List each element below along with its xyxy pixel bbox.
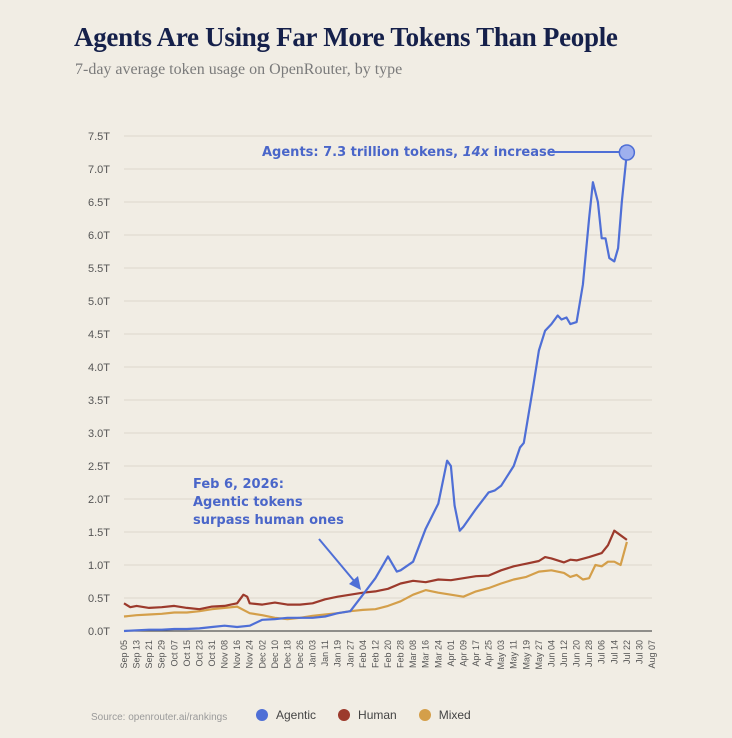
x-tick-label: Dec 02: [257, 640, 267, 669]
x-tick-label: Feb 20: [383, 640, 393, 668]
agents-annotation: Agents: 7.3 trillion tokens, 14x increas…: [262, 145, 556, 160]
x-tick-label: Jan 19: [333, 640, 343, 667]
x-tick-label: Jul 06: [597, 640, 607, 664]
y-tick-label: 4.5T: [88, 329, 110, 341]
x-tick-label: Jun 28: [584, 640, 594, 667]
x-tick-label: Mar 16: [421, 640, 431, 668]
series-line-agentic: [123, 152, 628, 633]
x-tick-label: Jan 27: [345, 640, 355, 667]
y-tick-label: 5.5T: [88, 263, 110, 275]
agentic-end-marker: [618, 144, 636, 161]
series-lines: [123, 152, 628, 633]
x-tick-label: May 11: [509, 640, 519, 669]
agents-annotation-prefix: Agents: 7.3 trillion tokens,: [262, 145, 463, 160]
legend-dot-mixed: [418, 709, 431, 721]
x-tick-label: Jan 11: [320, 640, 330, 666]
legend-item-mixed: Mixed: [418, 708, 471, 722]
y-tick-label: 6.5T: [88, 197, 110, 209]
x-tick-label: Dec 26: [295, 640, 305, 669]
x-tick-label: Apr 09: [458, 640, 468, 667]
series-line-mixed: [123, 541, 628, 621]
y-tick-label: 1.0T: [88, 560, 110, 572]
y-tick-label: 0.0T: [88, 626, 110, 638]
legend: Agentic Human Mixed: [256, 708, 471, 722]
legend-label-human: Human: [358, 708, 397, 722]
crossover-line-1: Feb 6, 2026:: [193, 477, 284, 492]
legend-dot-human: [338, 709, 351, 721]
y-tick-label: 1.5T: [88, 527, 110, 539]
x-tick-label: Apr 17: [471, 640, 481, 667]
chart-subtitle: 7-day average token usage on OpenRouter,…: [75, 61, 403, 78]
x-tick-label: Aug 07: [647, 640, 657, 669]
legend-item-human: Human: [338, 708, 397, 722]
y-tick-label: 0.5T: [88, 593, 110, 605]
legend-label-mixed: Mixed: [438, 708, 471, 722]
y-axis: 0.0T 0.5T 1.0T 1.5T 2.0T 2.5T 3.0T 3.5T 4.0T 4.5T…: [88, 131, 110, 638]
x-tick-label: Sep 29: [157, 640, 167, 669]
y-tick-label: 5.0T: [88, 296, 110, 308]
x-tick-label: May 27: [534, 640, 544, 670]
x-tick-label: Feb 12: [370, 640, 380, 668]
x-tick-label: Jul 14: [609, 640, 619, 664]
x-tick-label: Dec 10: [270, 640, 280, 669]
agents-annotation-suffix: increase: [489, 145, 556, 160]
x-tick-label: Oct 31: [207, 640, 217, 667]
x-tick-label: Mar 24: [433, 640, 443, 668]
agents-annotation-multiplier: 14x: [463, 145, 490, 160]
x-tick-label: Jan 03: [308, 640, 318, 667]
x-tick-label: Feb 28: [396, 640, 406, 668]
y-tick-label: 3.0T: [88, 428, 110, 440]
y-tick-label: 2.0T: [88, 494, 110, 506]
x-tick-label: Sep 05: [119, 640, 129, 669]
legend-dot-agentic: [256, 709, 268, 721]
x-tick-label: Oct 15: [182, 640, 192, 667]
x-tick-label: May 19: [521, 640, 531, 670]
y-tick-label: 3.5T: [88, 395, 110, 407]
x-tick-label: Jul 22: [622, 640, 632, 664]
x-tick-label: Apr 25: [484, 640, 494, 667]
source-note: Source: openrouter.ai/rankings: [91, 712, 228, 723]
x-tick-label: Oct 07: [169, 640, 179, 667]
x-axis: Sep 05 Sep 13 Sep 21 Sep 29 Oct 07 Oct 15 Oct …: [119, 640, 657, 670]
x-tick-label: Oct 23: [194, 640, 204, 667]
y-tick-label: 2.5T: [88, 461, 110, 473]
x-tick-label: Nov 08: [220, 640, 230, 669]
series-line-human: [123, 529, 628, 611]
x-tick-label: Mar 08: [408, 640, 418, 668]
y-tick-label: 6.0T: [88, 230, 110, 242]
y-tick-label: 7.5T: [88, 131, 110, 143]
x-tick-label: Jul 30: [634, 640, 644, 664]
x-tick-label: Nov 16: [232, 640, 242, 669]
x-tick-label: Dec 18: [282, 640, 292, 669]
x-tick-label: Feb 04: [358, 640, 368, 668]
x-tick-label: Jun 20: [572, 640, 582, 667]
x-tick-label: Jun 12: [559, 640, 569, 667]
x-tick-label: May 03: [496, 640, 506, 670]
x-tick-label: Apr 01: [446, 640, 456, 667]
crossover-line-3: surpass human ones: [193, 513, 344, 528]
x-tick-label: Sep 21: [144, 640, 154, 669]
x-tick-label: Jun 04: [546, 640, 556, 667]
y-tick-label: 4.0T: [88, 362, 110, 374]
chart-title: Agents Are Using Far More Tokens Than Pe…: [74, 22, 618, 52]
y-tick-label: 7.0T: [88, 164, 110, 176]
x-tick-label: Sep 13: [132, 640, 142, 669]
crossover-arrow-line: [318, 538, 356, 583]
x-tick-label: Nov 24: [245, 640, 255, 669]
legend-label-agentic: Agentic: [276, 708, 317, 722]
grid-lines: [124, 135, 652, 632]
legend-item-agentic: Agentic: [256, 708, 316, 722]
crossover-line-2: Agentic tokens: [193, 495, 303, 510]
crossover-arrow-head: [349, 576, 361, 590]
